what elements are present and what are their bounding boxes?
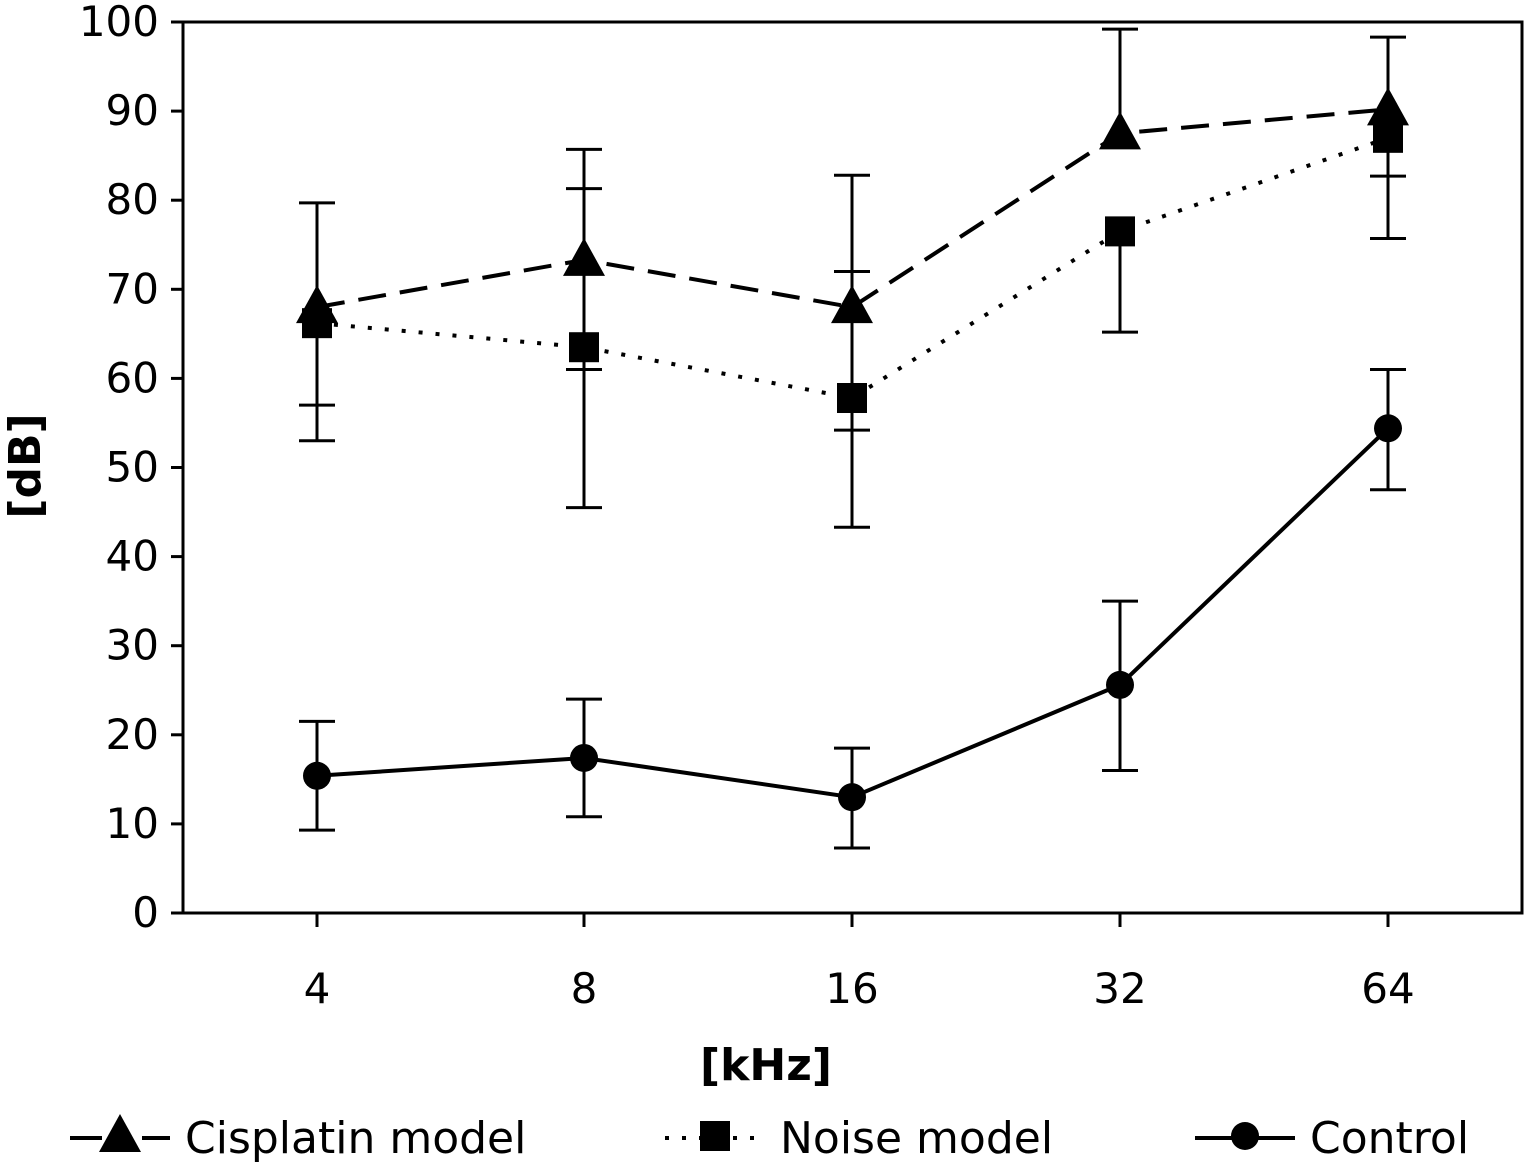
y-tick-label: 90 — [106, 86, 159, 135]
data-point — [1106, 670, 1134, 699]
x-tick-label: 64 — [1361, 964, 1414, 1013]
x-tick-label: 8 — [571, 964, 598, 1013]
x-axis-title: [kHz] — [700, 1040, 832, 1091]
data-point — [1373, 122, 1403, 153]
legend-item-control: Control — [1195, 1113, 1469, 1164]
y-tick-label: 30 — [106, 621, 159, 670]
axes: 0 10 20 30 40 50 60 70 80 90 100 4 8 16 32 64 — [79, 0, 1524, 1013]
y-tick-label: 100 — [79, 0, 159, 46]
series-control — [299, 367, 1406, 850]
series-noise-model — [299, 122, 1406, 529]
data-point — [1105, 216, 1135, 247]
y-tick-label: 50 — [106, 443, 159, 492]
data-point — [302, 308, 332, 339]
x-tick-label: 16 — [825, 964, 878, 1013]
legend-marker — [99, 1114, 141, 1152]
legend-label: Cisplatin model — [185, 1113, 526, 1164]
x-tick-label: 32 — [1093, 964, 1146, 1013]
y-tick-label: 60 — [106, 353, 159, 402]
data-point — [1099, 111, 1141, 150]
legend-item-cisplatin-model: Cisplatin model — [70, 1113, 526, 1164]
legend-label: Control — [1310, 1113, 1469, 1164]
data-point — [570, 743, 598, 772]
y-axis-title: [dB] — [0, 413, 51, 518]
data-point — [838, 783, 866, 812]
y-tick-label: 20 — [106, 710, 159, 759]
y-tick-label: 80 — [106, 175, 159, 224]
legend-marker — [700, 1121, 730, 1151]
data-point — [303, 761, 331, 790]
data-point — [1367, 87, 1409, 126]
data-point — [569, 332, 599, 363]
y-tick-label: 70 — [106, 264, 159, 313]
data-point — [1374, 414, 1402, 443]
y-tick-label: 40 — [106, 532, 159, 581]
legend-item-noise-model: Noise model — [665, 1113, 1053, 1164]
legend: Cisplatin model Noise model Control — [70, 1113, 1469, 1164]
series-layer — [296, 27, 1409, 850]
y-tick-label: 10 — [106, 799, 159, 848]
x-tick-label: 4 — [304, 964, 331, 1013]
legend-marker — [1231, 1122, 1259, 1150]
data-point — [837, 383, 867, 414]
legend-label: Noise model — [780, 1113, 1053, 1164]
y-tick-label: 0 — [132, 888, 159, 937]
series-line — [316, 107, 1389, 310]
